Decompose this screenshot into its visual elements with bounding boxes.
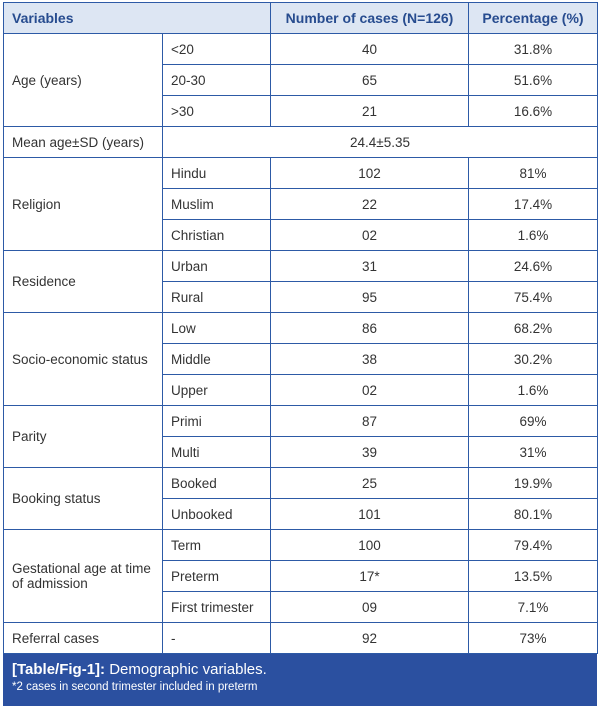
percentage: 68.2%	[468, 312, 598, 344]
merged-value: 24.4±5.35	[162, 126, 598, 158]
table-row: Referral cases -92 73%	[3, 622, 598, 654]
case-count: 102	[270, 157, 469, 189]
table-caption: [Table/Fig-1]: Demographic variables. *2…	[3, 654, 597, 706]
subcategory: Booked	[162, 467, 271, 499]
case-count: 22	[270, 188, 469, 220]
percentage: 31.8%	[468, 33, 598, 65]
table-row: Preterm 17* 13.5%	[4, 560, 598, 592]
table-row: Residence Urban 31 24.6%	[3, 250, 598, 313]
case-count: 86	[270, 312, 469, 344]
caption-title: Demographic variables.	[109, 661, 267, 678]
subcategory: Rural	[162, 281, 271, 313]
header-cases: Number of cases (N=126)	[270, 2, 469, 34]
caption-label: [Table/Fig-1]:	[12, 661, 106, 678]
subcategory: Primi	[162, 405, 271, 437]
table-row: Gestational age at time of admission Term…	[3, 529, 598, 623]
variable-label: Residence	[3, 250, 163, 313]
case-count: 09	[270, 591, 469, 623]
percentage: 69%	[468, 405, 598, 437]
case-count: 25	[270, 467, 469, 499]
subcategory: Term	[162, 529, 271, 561]
subcategory: Upper	[162, 374, 271, 406]
percentage: 51.6%	[468, 64, 598, 96]
variable-label: Socio-economic status	[3, 312, 163, 406]
percentage: 79.4%	[468, 529, 598, 561]
variable-label: Mean age±SD (years)	[3, 126, 163, 158]
subcategory: Multi	[162, 436, 271, 468]
table-row: Rural 95 75.4%	[4, 281, 598, 313]
percentage: 24.6%	[468, 250, 598, 282]
percentage: 75.4%	[468, 281, 598, 313]
percentage: 17.4%	[468, 188, 598, 220]
case-count: 31	[270, 250, 469, 282]
case-count: 38	[270, 343, 469, 375]
table-row: Age (years) <20 40 31.8%	[3, 33, 598, 127]
case-count: 39	[270, 436, 469, 468]
case-count: 65	[270, 64, 469, 96]
subcategory: Middle	[162, 343, 271, 375]
variable-label: Referral cases	[3, 622, 163, 654]
table-row: First trimester 09 7.1%	[4, 591, 598, 623]
subcategory: Christian	[162, 219, 271, 251]
case-count: 92	[270, 622, 469, 654]
table-row: Unbooked 101 80.1%	[4, 498, 598, 530]
case-count: 100	[270, 529, 469, 561]
case-count: 101	[270, 498, 469, 530]
subcategory: <20	[162, 33, 271, 65]
table-row: Muslim 22 17.4%	[4, 188, 598, 220]
subcategory: Muslim	[162, 188, 271, 220]
percentage: 16.6%	[468, 95, 598, 127]
header-variables: Variables	[3, 2, 271, 34]
subcategory: -	[162, 622, 271, 654]
percentage: 7.1%	[468, 591, 598, 623]
table-row: Parity Primi 87 69%	[3, 405, 598, 468]
table-row: Upper 02 1.6%	[4, 374, 598, 406]
subcategory: Unbooked	[162, 498, 271, 530]
table-row: Multi 39 31%	[4, 436, 598, 468]
demographic-table: Variables Number of cases (N=126) Percen…	[3, 2, 598, 654]
subcategory: First trimester	[162, 591, 271, 623]
subcategory: 20-30	[162, 64, 271, 96]
demographic-table-figure: Variables Number of cases (N=126) Percen…	[3, 2, 598, 706]
table-header-row: Variables Number of cases (N=126) Percen…	[3, 2, 598, 34]
variable-label: Gestational age at time of admission	[3, 529, 163, 623]
table-row: Socio-economic status Low 86 68.2%	[3, 312, 598, 406]
percentage: 30.2%	[468, 343, 598, 375]
case-count: 21	[270, 95, 469, 127]
case-count: 02	[270, 219, 469, 251]
table-row: Religion Hindu 102 81%	[3, 157, 598, 251]
table-row: Middle 38 30.2%	[4, 343, 598, 375]
percentage: 31%	[468, 436, 598, 468]
subcategory: Urban	[162, 250, 271, 282]
table-body: Age (years) <20 40 31.8% 20-30 65 51.6% >30 21 16…	[3, 33, 598, 654]
table-row: Booking status Booked 25 19.9%	[3, 467, 598, 530]
percentage: 19.9%	[468, 467, 598, 499]
table-row: Mean age±SD (years) 24.4±5.35	[3, 126, 598, 158]
percentage: 80.1%	[468, 498, 598, 530]
case-count: 40	[270, 33, 469, 65]
percentage: 1.6%	[468, 374, 598, 406]
variable-label: Parity	[3, 405, 163, 468]
variable-label: Booking status	[3, 467, 163, 530]
table-row: >30 21 16.6%	[4, 95, 598, 127]
header-percentage: Percentage (%)	[468, 2, 598, 34]
percentage: 73%	[468, 622, 598, 654]
case-count: 87	[270, 405, 469, 437]
subcategory: Low	[162, 312, 271, 344]
case-count: 02	[270, 374, 469, 406]
percentage: 81%	[468, 157, 598, 189]
percentage: 13.5%	[468, 560, 598, 592]
case-count: 17*	[270, 560, 469, 592]
variable-label: Age (years)	[3, 33, 163, 127]
caption-note: *2 cases in second trimester included in…	[12, 681, 258, 693]
subcategory: Hindu	[162, 157, 271, 189]
table-row: 20-30 65 51.6%	[4, 64, 598, 96]
case-count: 95	[270, 281, 469, 313]
table-row: Christian 02 1.6%	[4, 219, 598, 251]
percentage: 1.6%	[468, 219, 598, 251]
variable-label: Religion	[3, 157, 163, 251]
subcategory: >30	[162, 95, 271, 127]
subcategory: Preterm	[162, 560, 271, 592]
